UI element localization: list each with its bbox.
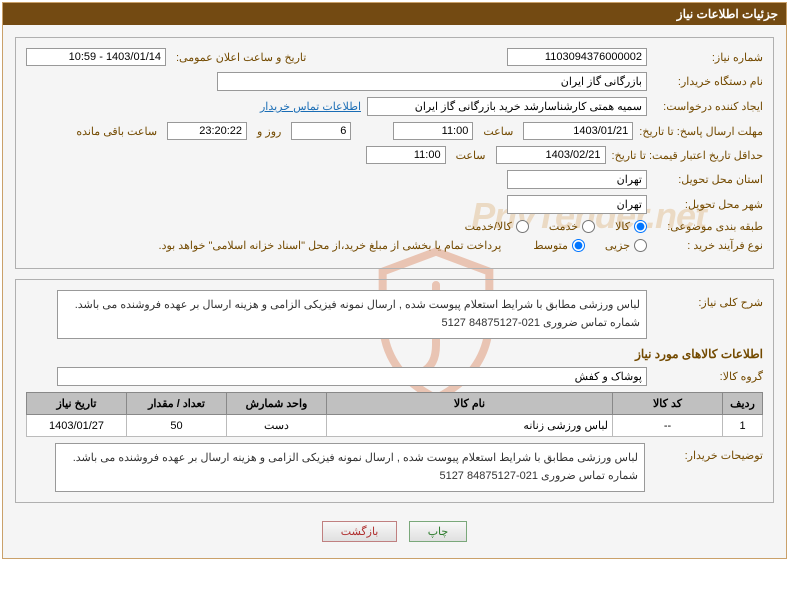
price-validity-label: حداقل تاریخ اعتبار قیمت: تا تاریخ:	[612, 149, 763, 162]
general-desc-field: لباس ورزشی مطابق با شرایط استعلام پیوست …	[57, 290, 647, 339]
th-qty: تعداد / مقدار	[127, 393, 227, 415]
th-row: ردیف	[723, 393, 763, 415]
radio-goods-input[interactable]	[634, 220, 647, 233]
panel-body: PrivTender.net شماره نیاز: 1103094376000…	[3, 25, 786, 558]
buyer-org-label: نام دستگاه خریدار:	[653, 75, 763, 88]
city-field: تهران	[507, 195, 647, 214]
panel-title: جزئیات اطلاعات نیاز	[3, 3, 786, 25]
pay-note: پرداخت تمام یا بخشی از مبلغ خرید،از محل …	[159, 239, 502, 252]
goods-group-field: پوشاک و کفش	[57, 367, 647, 386]
td-qty: 50	[127, 415, 227, 437]
time-label-1: ساعت	[479, 125, 517, 138]
need-no-label: شماره نیاز:	[653, 51, 763, 64]
announce-dt-label: تاریخ و ساعت اعلان عمومی:	[172, 51, 310, 64]
reply-deadline-label: مهلت ارسال پاسخ: تا تاریخ:	[639, 125, 763, 138]
radio-medium-input[interactable]	[572, 239, 585, 252]
need-no-field: 1103094376000002	[507, 48, 647, 66]
goods-group-label: گروه کالا:	[653, 370, 763, 383]
td-code: --	[613, 415, 723, 437]
radio-medium-label: متوسط	[533, 239, 568, 252]
province-field: تهران	[507, 170, 647, 189]
subject-class-label: طبقه بندی موضوعی:	[653, 220, 763, 233]
header-info-box: شماره نیاز: 1103094376000002 تاریخ و ساع…	[15, 37, 774, 269]
city-label: شهر محل تحویل:	[653, 198, 763, 211]
radio-both-input[interactable]	[516, 220, 529, 233]
radio-medium[interactable]: متوسط	[533, 239, 585, 252]
radio-both-label: کالا/خدمت	[465, 220, 512, 233]
items-info-title: اطلاعات کالاهای مورد نیاز	[26, 347, 763, 361]
requestor-label: ایجاد کننده درخواست:	[653, 100, 763, 113]
td-unit: دست	[227, 415, 327, 437]
radio-service-input[interactable]	[582, 220, 595, 233]
buy-process-label: نوع فرآیند خرید :	[653, 239, 763, 252]
radio-small-input[interactable]	[634, 239, 647, 252]
buyer-notes-field: لباس ورزشی مطابق با شرایط استعلام پیوست …	[55, 443, 645, 492]
province-label: استان محل تحویل:	[653, 173, 763, 186]
buyer-org-field: بازرگانی گاز ایران	[217, 72, 647, 91]
days-and-label: روز و	[253, 125, 285, 138]
table-header-row: ردیف کد کالا نام کالا واحد شمارش تعداد /…	[27, 393, 763, 415]
detail-box: شرح کلی نیاز: لباس ورزشی مطابق با شرایط …	[15, 279, 774, 503]
reply-time-field: 11:00	[393, 122, 473, 140]
button-row: چاپ بازگشت	[15, 513, 774, 546]
requestor-field: سمیه همتی کارشناسارشد خرید بازرگانی گاز …	[367, 97, 647, 116]
subject-class-radios: کالا خدمت کالا/خدمت	[465, 220, 647, 233]
remaining-label: ساعت باقی مانده	[72, 125, 161, 138]
td-name: لباس ورزشی زنانه	[327, 415, 613, 437]
announce-dt-field: 1403/01/14 - 10:59	[26, 48, 166, 66]
need-details-panel: جزئیات اطلاعات نیاز PrivTender.net شماره…	[2, 2, 787, 559]
td-need-date: 1403/01/27	[27, 415, 127, 437]
table-row: 1 -- لباس ورزشی زنانه دست 50 1403/01/27	[27, 415, 763, 437]
items-table: ردیف کد کالا نام کالا واحد شمارش تعداد /…	[26, 392, 763, 437]
time-label-2: ساعت	[452, 149, 490, 162]
print-button[interactable]: چاپ	[409, 521, 468, 542]
th-name: نام کالا	[327, 393, 613, 415]
buyer-notes-label: توضیحات خریدار:	[653, 443, 763, 462]
radio-goods[interactable]: کالا	[615, 220, 647, 233]
back-button[interactable]: بازگشت	[322, 521, 398, 542]
countdown-field: 23:20:22	[167, 122, 247, 140]
radio-goods-label: کالا	[615, 220, 630, 233]
buyer-contact-link[interactable]: اطلاعات تماس خریدار	[260, 100, 361, 113]
buy-process-radios: جزیی متوسط	[533, 239, 647, 252]
radio-service[interactable]: خدمت	[549, 220, 595, 233]
days-left-field: 6	[291, 122, 351, 140]
reply-date-field: 1403/01/21	[523, 122, 633, 140]
radio-small-label: جزیی	[605, 239, 630, 252]
radio-both[interactable]: کالا/خدمت	[465, 220, 529, 233]
validity-time-field: 11:00	[366, 146, 446, 164]
validity-date-field: 1403/02/21	[496, 146, 606, 164]
td-idx: 1	[723, 415, 763, 437]
th-code: کد کالا	[613, 393, 723, 415]
th-need-date: تاریخ نیاز	[27, 393, 127, 415]
general-desc-label: شرح کلی نیاز:	[653, 290, 763, 309]
th-unit: واحد شمارش	[227, 393, 327, 415]
radio-small[interactable]: جزیی	[605, 239, 647, 252]
radio-service-label: خدمت	[549, 220, 578, 233]
